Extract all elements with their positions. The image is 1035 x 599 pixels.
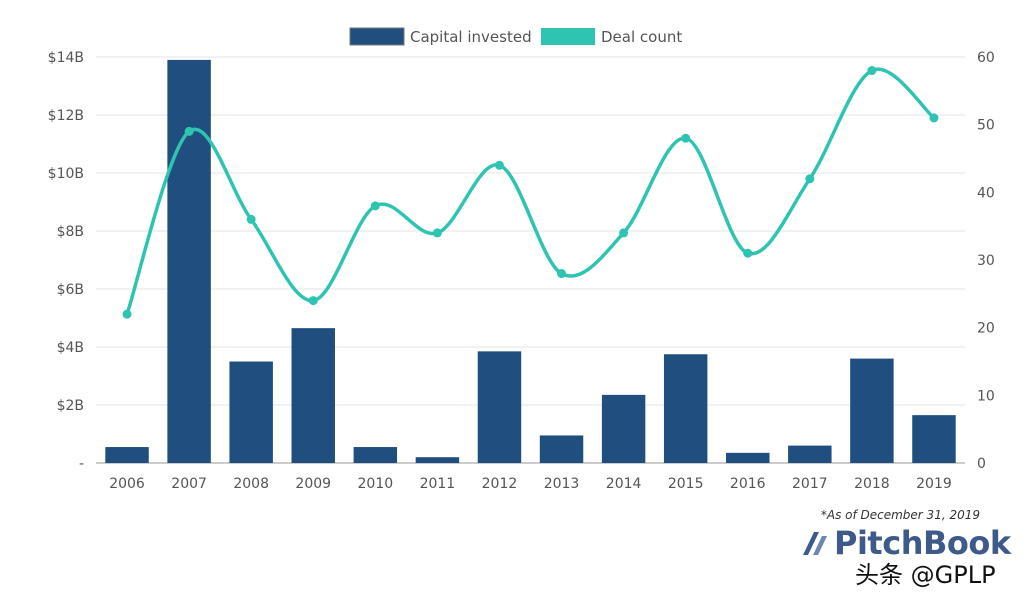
legend-swatch-capital-invested — [349, 27, 405, 46]
gridlines — [96, 56, 965, 464]
right-axis-tick-label: 50 — [977, 118, 995, 134]
deal-count-point-2012 — [494, 160, 504, 170]
bar-series-capital-invested — [105, 59, 956, 464]
bar-2008 — [229, 361, 273, 463]
right-axis-tick-label: 40 — [977, 185, 995, 201]
deal-count-point-2010 — [370, 201, 380, 211]
bar-2014 — [601, 394, 646, 463]
left-axis-tick-label: $6B — [57, 282, 84, 298]
x-axis-tick-label: 2008 — [233, 476, 269, 492]
bar-2013 — [539, 435, 584, 463]
x-axis-tick-label: 2006 — [109, 476, 145, 492]
legend-swatch-deal-count — [541, 28, 595, 45]
x-axis-tick-label: 2009 — [295, 476, 331, 492]
deal-count-line — [125, 67, 936, 315]
bar-2012 — [477, 351, 522, 463]
x-axis-tick-label: 2012 — [482, 476, 518, 492]
deal-count-point-2011 — [432, 228, 442, 238]
left-axis-tick-label: $12B — [48, 108, 84, 124]
bar-2018 — [850, 358, 894, 463]
x-axis-tick-label: 2010 — [358, 476, 394, 492]
x-axis-tick-label: 2013 — [544, 476, 580, 492]
deal-count-point-2008 — [246, 214, 256, 224]
x-axis-tick-label: 2016 — [730, 476, 766, 492]
pitchbook-logo-icon — [803, 532, 827, 555]
x-axis-tick-label: 2007 — [171, 476, 207, 492]
bar-2017 — [788, 445, 832, 463]
x-axis-tick-label: 2014 — [606, 476, 642, 492]
brand-logo: PitchBook — [800, 524, 1011, 562]
left-axis-tick-label: $2B — [57, 398, 84, 414]
x-axis-tick-label: 2015 — [668, 476, 704, 492]
bar-2010 — [353, 447, 398, 463]
left-axis-tick-label: $14B — [48, 50, 84, 66]
bar-2006 — [105, 447, 149, 463]
left-axis-tick-label: $8B — [57, 224, 84, 240]
left-axis-tick-label: - — [79, 456, 84, 472]
watermark: 头条 @GPLP — [855, 561, 996, 589]
bar-2019 — [912, 415, 956, 463]
deal-count-point-2019 — [929, 113, 939, 123]
x-axis-tick-label: 2018 — [854, 476, 890, 492]
deal-count-point-2014 — [619, 228, 629, 238]
brand-name: PitchBook — [834, 524, 1011, 562]
deal-count-point-2016 — [743, 248, 753, 258]
deal-count-point-2018 — [867, 66, 877, 76]
deal-count-point-2013 — [557, 269, 567, 279]
right-axis-tick-label: 0 — [977, 456, 986, 472]
x-axis-tick-label: 2011 — [420, 476, 456, 492]
right-axis-tick-label: 10 — [977, 388, 995, 404]
bar-2009 — [291, 328, 335, 463]
right-axis-tick-label: 20 — [977, 321, 995, 337]
bar-2016 — [726, 452, 770, 463]
right-axis-tick-label: 30 — [977, 253, 995, 269]
right-axis-tick-label: 60 — [977, 50, 995, 66]
deal-count-point-2006 — [122, 309, 132, 319]
deal-count-point-2009 — [308, 296, 318, 306]
legend-label-capital-invested: Capital invested — [410, 28, 532, 46]
bar-2007 — [167, 59, 211, 464]
axes: - $2B $4B $6B $8B $10B $12B $14B 0 10 20 30 40 50 60 20… — [48, 50, 995, 492]
footnote: *As of December 31, 2019 — [820, 508, 980, 522]
left-axis-tick-label: $10B — [48, 166, 84, 182]
x-axis-tick-label: 2019 — [916, 476, 952, 492]
legend-label-deal-count: Deal count — [601, 28, 682, 46]
bar-2015 — [663, 354, 708, 463]
legend: Capital invested Deal count — [349, 27, 682, 46]
deal-count-point-2017 — [805, 174, 815, 184]
bar-2011 — [415, 457, 460, 463]
deal-count-point-2015 — [681, 133, 691, 143]
deal-count-point-2007 — [184, 126, 194, 136]
line-series-deal-count — [122, 66, 939, 319]
left-axis-tick-label: $4B — [57, 340, 84, 356]
x-axis-tick-label: 2017 — [792, 476, 828, 492]
